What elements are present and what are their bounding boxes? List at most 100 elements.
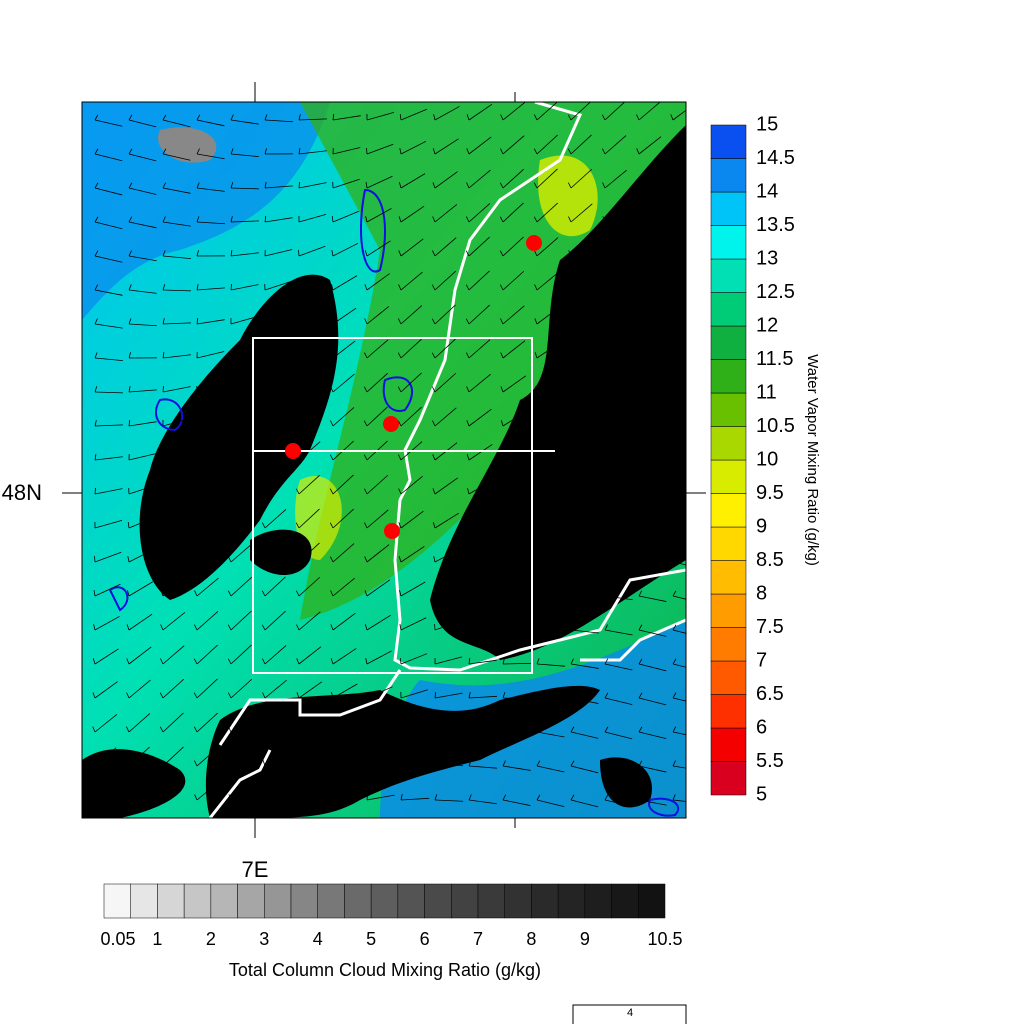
wind-barb (604, 135, 627, 155)
wind-barb (638, 527, 667, 532)
wind-barb (162, 645, 185, 665)
wind-barb-flag (570, 794, 575, 801)
wind-barb (638, 731, 667, 740)
wind-barb (332, 648, 357, 665)
wind-barb-flag (502, 726, 506, 733)
wind-barb-flag (92, 658, 96, 665)
wind-barb-flag (363, 454, 368, 461)
wind-barb (94, 681, 118, 699)
wind-barb-flag (672, 794, 676, 801)
wind-barb-flag (534, 318, 538, 325)
wind-barb-flag (92, 760, 96, 767)
map-frame (81, 101, 687, 819)
wind-barb (128, 153, 157, 162)
wind-barb (162, 221, 191, 227)
wind-barb-flag (230, 148, 234, 155)
wind-barb (434, 304, 456, 325)
wind-barb (264, 714, 288, 733)
wind-barb-flag (466, 420, 470, 427)
wind-barb (468, 408, 492, 427)
wind-barb-flag (466, 182, 470, 189)
wind-barb (332, 474, 354, 495)
wind-barb-flag (263, 794, 266, 801)
wind-barb-flag (672, 386, 675, 393)
wind-barb (94, 616, 120, 631)
wind-barb-flag (160, 658, 164, 665)
wind-barb-flag (230, 114, 234, 121)
wind-barb-flag (128, 419, 131, 427)
wind-barb (604, 383, 632, 393)
wind-barb (230, 444, 255, 461)
wind-barb-flag (331, 726, 334, 733)
wind-barb (400, 581, 426, 597)
wind-barb (230, 477, 254, 495)
colorbar-label: 8 (756, 582, 767, 604)
wind-barb-flag (536, 556, 539, 563)
wind-barb (468, 339, 491, 359)
domain-box (252, 337, 555, 674)
wind-barb-flag (128, 284, 132, 291)
wind-barb (128, 119, 157, 128)
wind-barb-flag (229, 420, 232, 427)
colorbar-box (397, 883, 425, 919)
wind-barb-flag (570, 522, 573, 529)
wind-barb-flag (296, 692, 300, 699)
wind-barb-flag (127, 590, 130, 597)
wind-barb-flag (604, 794, 609, 801)
wind-barb (536, 697, 565, 703)
wind-barb-flag (603, 318, 606, 325)
wind-barb (434, 728, 463, 733)
wind-barb-flag (230, 216, 233, 223)
wind-barb (196, 287, 225, 291)
wind-barb (264, 542, 286, 563)
wind-barb (298, 245, 326, 257)
wind-barb-flag (502, 624, 505, 631)
colorbar-box (504, 883, 532, 919)
wind-barb-flag (331, 284, 334, 291)
wind-barb-flag (465, 216, 470, 223)
wind-barb-flag (465, 250, 470, 257)
wind-barb (502, 340, 526, 359)
wind-barb-flag (500, 114, 504, 121)
wind-barb-flag (603, 284, 606, 291)
wind-barb (332, 275, 358, 291)
wind-barb (638, 242, 664, 257)
colorbar-box (264, 883, 292, 919)
wind-barb-flag (161, 488, 164, 495)
wind-barb (604, 629, 633, 636)
wind-barb (570, 560, 600, 563)
colorbar-box (710, 426, 747, 461)
wind-barb-flag (160, 556, 164, 563)
wind-barb-flag (638, 658, 643, 665)
wind-barb (468, 765, 497, 769)
wind-barb (468, 623, 497, 631)
wind-barb (434, 512, 459, 529)
wind-barb-flag (227, 658, 232, 665)
wind-barb (162, 546, 187, 563)
wind-barb-flag (500, 318, 504, 325)
wind-barb (672, 144, 686, 155)
wind-barb (400, 689, 428, 699)
wind-barb-flag (162, 318, 165, 325)
wind-barb (570, 488, 599, 495)
wind-barb (604, 731, 633, 740)
wind-barb (502, 270, 525, 291)
wind-barb-flag (502, 794, 507, 801)
wind-barb (298, 408, 322, 427)
wind-barb-flag (534, 284, 538, 291)
wind-barb-flag (638, 726, 643, 733)
wind-barb (536, 271, 559, 291)
wind-barb (570, 238, 594, 257)
wind-barb-flag (499, 250, 504, 257)
wind-barb (638, 458, 668, 461)
wind-barb-flag (467, 522, 470, 529)
wind-barb-flag (535, 386, 538, 393)
wind-barb (128, 221, 157, 229)
wind-barb (366, 509, 389, 529)
wind-barb (128, 548, 155, 563)
wind-barb-flag (196, 148, 200, 155)
wind-barb-flag (672, 420, 676, 427)
wind-barb (400, 173, 426, 189)
wind-barb-flag (126, 658, 130, 665)
wind-barb-flag (604, 590, 608, 597)
